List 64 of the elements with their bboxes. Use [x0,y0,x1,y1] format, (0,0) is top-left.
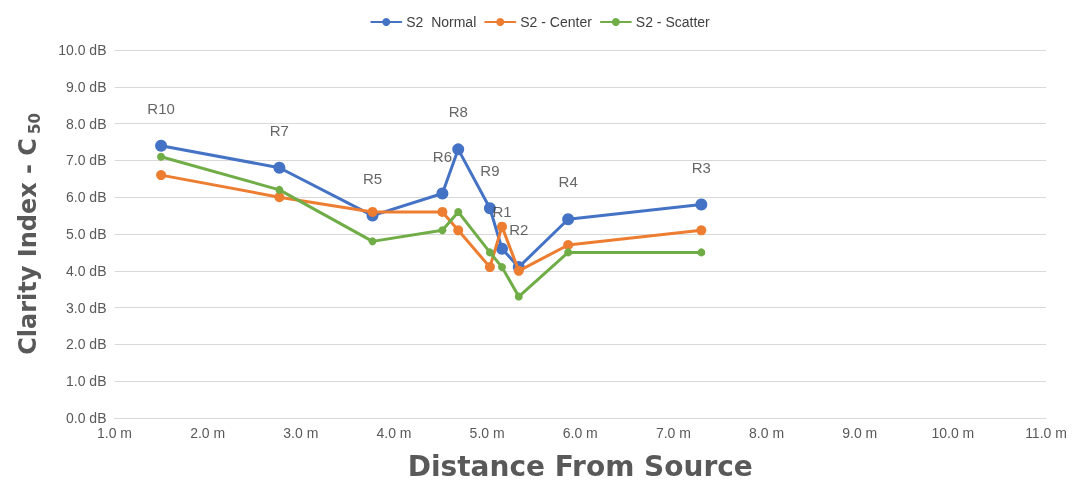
point [438,226,447,235]
y-tick-label: 3.0 dB [66,299,107,316]
point [275,185,284,194]
point [454,207,463,216]
x-tick-label: 6.0 m [562,425,598,441]
point [436,187,449,200]
point [157,152,166,161]
y-axis-title: Clarity Index - C50 [14,113,44,355]
point [514,292,523,301]
x-tick-label: 7.0 m [655,425,691,441]
point [273,161,286,174]
point [564,248,573,257]
point [484,262,495,273]
annotation: R4 [558,173,578,191]
y-tick-label: 7.0 dB [66,152,107,169]
point [696,225,707,236]
x-tick-label: 1.0 m [96,425,133,441]
x-tick-label: 3.0 m [283,425,319,441]
x-tick-label: 4.0 m [376,425,412,441]
x-tick-label: 2.0 m [190,425,226,441]
y-tick-label: 10.0 dB [58,42,107,58]
point [485,248,494,257]
point [274,192,285,203]
annotation: R9 [480,162,500,180]
y-tick-label: 1.0 dB [66,373,107,390]
point [498,263,506,272]
x-tick-label: 5.0 m [469,425,505,441]
point [367,206,378,217]
x-tick-label: 9.0 m [842,425,878,441]
point [437,206,448,217]
y-tick-label: 0.0 dB [66,410,107,426]
annotation: R1 [492,202,512,220]
annotation: R7 [269,121,289,139]
x-axis-title: Distance From Source [407,449,753,483]
y-tick-label: 9.0 dB [66,78,107,95]
annotation: R6 [432,147,452,165]
point [496,242,508,255]
legend-label: S2 - Center [520,14,593,30]
point [562,213,575,226]
point [156,170,167,181]
point [453,225,464,236]
y-tick-label: 2.0 dB [66,336,107,353]
annotation: R10 [147,99,175,117]
point [155,139,168,152]
annotation: R8 [448,103,468,121]
point [513,265,524,276]
y-tick-label: 5.0 dB [66,226,107,242]
x-tick-label: 11.0 m [1025,425,1067,441]
point [697,248,706,257]
y-tick-label: 8.0 dB [66,115,107,132]
x-tick-label: 8.0 m [749,425,785,441]
point [497,221,507,232]
annotation: R5 [362,169,383,187]
point [563,240,574,251]
y-tick-label: 6.0 dB [66,189,107,206]
legend-label: S2 - Scatter [635,14,711,30]
point [452,143,465,156]
x-tick-label: 10.0 m [931,425,975,441]
legend-label: S2 Normal [406,14,477,30]
point [695,198,708,211]
annotation: R2 [509,221,529,239]
annotation: R3 [691,158,711,176]
point [368,237,377,246]
y-tick-label: 4.0 dB [66,262,107,279]
